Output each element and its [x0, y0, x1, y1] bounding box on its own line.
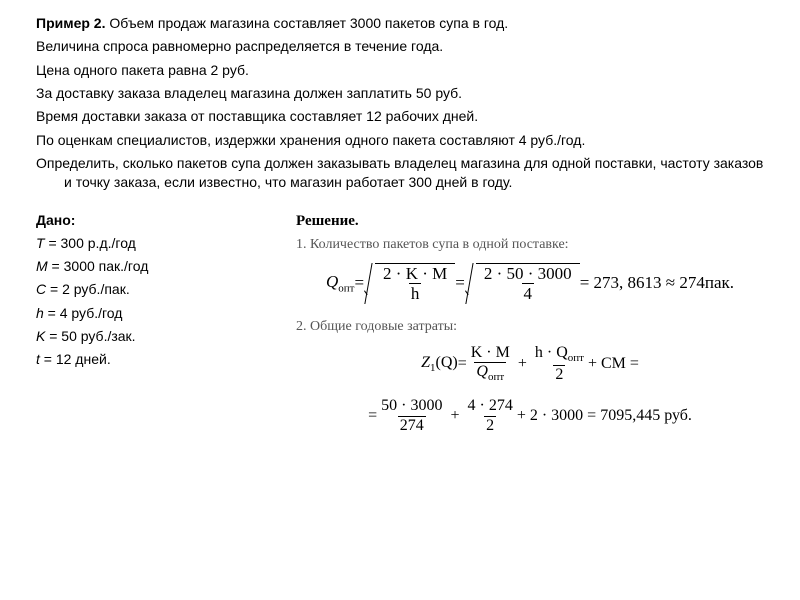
- var-K: K: [36, 328, 45, 344]
- problem-line-1: Пример 2. Объем продаж магазина составля…: [36, 14, 764, 33]
- formula-z1-def: Z1(Q) = K · M Qопт + h · Qопт 2 + CM =: [296, 345, 764, 385]
- problem-statement: Пример 2. Объем продаж магазина составля…: [36, 14, 764, 193]
- var-h: h: [36, 305, 44, 321]
- sqrt-symbolic: 2 · K · M h: [364, 263, 455, 304]
- problem-line-1-text: Объем продаж магазина составляет 3000 па…: [105, 15, 508, 31]
- given-block: Дано: T = 300 р.д./год M = 3000 пак./год…: [36, 211, 236, 449]
- sqrt-numeric: 2 · 50 · 3000 4: [465, 263, 580, 304]
- solution-title: Решение.: [296, 211, 764, 232]
- given-row-h: h = 4 руб./год: [36, 304, 236, 323]
- solution-step-2: 2. Общие годовые затраты:: [296, 317, 764, 336]
- formula-qopt: Qопт = 2 · K · M h = 2 · 50 · 3000 4: [296, 263, 764, 304]
- var-T: T: [36, 235, 45, 251]
- given-row-t: t = 12 дней.: [36, 350, 236, 369]
- formula-z1-eval: = 50 · 3000 274 + 4 · 274 2 + 2 · 3000 =…: [296, 398, 764, 435]
- var-M: M: [36, 258, 48, 274]
- solution-step-1: 1. Количество пакетов супа в одной поста…: [296, 235, 764, 254]
- solution-block: Решение. 1. Количество пакетов супа в од…: [236, 211, 764, 449]
- given-row-T: T = 300 р.д./год: [36, 234, 236, 253]
- var-C: C: [36, 281, 46, 297]
- given-title: Дано:: [36, 212, 75, 228]
- example-heading: Пример 2.: [36, 15, 105, 31]
- given-row-M: M = 3000 пак./год: [36, 257, 236, 276]
- given-row-K: K = 50 руб./зак.: [36, 327, 236, 346]
- problem-line-7: Определить, сколько пакетов супа должен …: [36, 154, 764, 193]
- problem-line-6: По оценкам специалистов, издержки хранен…: [36, 131, 764, 150]
- problem-line-3: Цена одного пакета равна 2 руб.: [36, 61, 764, 80]
- problem-line-5: Время доставки заказа от поставщика сост…: [36, 107, 764, 126]
- problem-line-4: За доставку заказа владелец магазина дол…: [36, 84, 764, 103]
- given-row-C: C = 2 руб./пак.: [36, 280, 236, 299]
- problem-line-2: Величина спроса равномерно распределяетс…: [36, 37, 764, 56]
